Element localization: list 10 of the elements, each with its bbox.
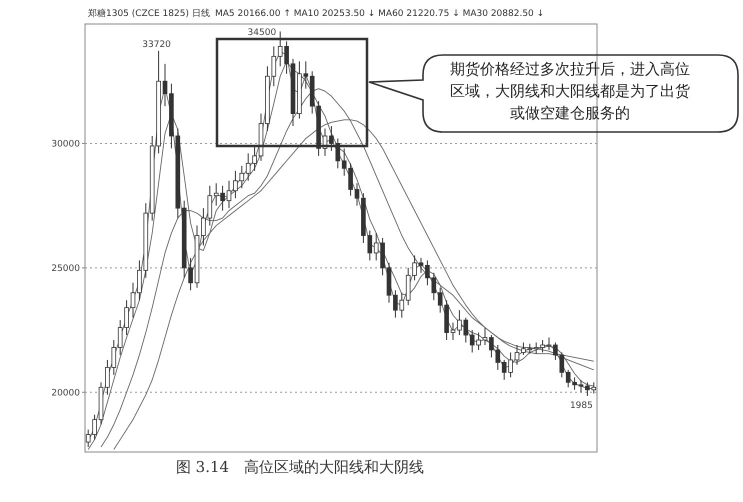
annotation: 1985: [570, 401, 593, 412]
chart-subtitle: MA5 20166.00 ↑ MA10 20253.50 ↓ MA60 21220.75 ↓ MA30 20882.50 ↓: [215, 9, 544, 19]
annotation: 期货价格经过多次拉升后，进入高位区域，大阴线和大阳线都是为了出货或做空建仓服务的: [449, 59, 691, 124]
y-tick-label: 30000: [51, 139, 80, 150]
caption: 图 3.14 高位区域的大阳线和大阴线: [174, 458, 426, 477]
y-tick-label: 25000: [51, 264, 80, 274]
annotation: 33720: [142, 40, 172, 50]
y-tick-label: 20000: [51, 388, 80, 398]
annotation: 34500: [248, 28, 276, 38]
chart-title: 郑糖1305 (CZCE 1825) 日线: [88, 8, 210, 19]
